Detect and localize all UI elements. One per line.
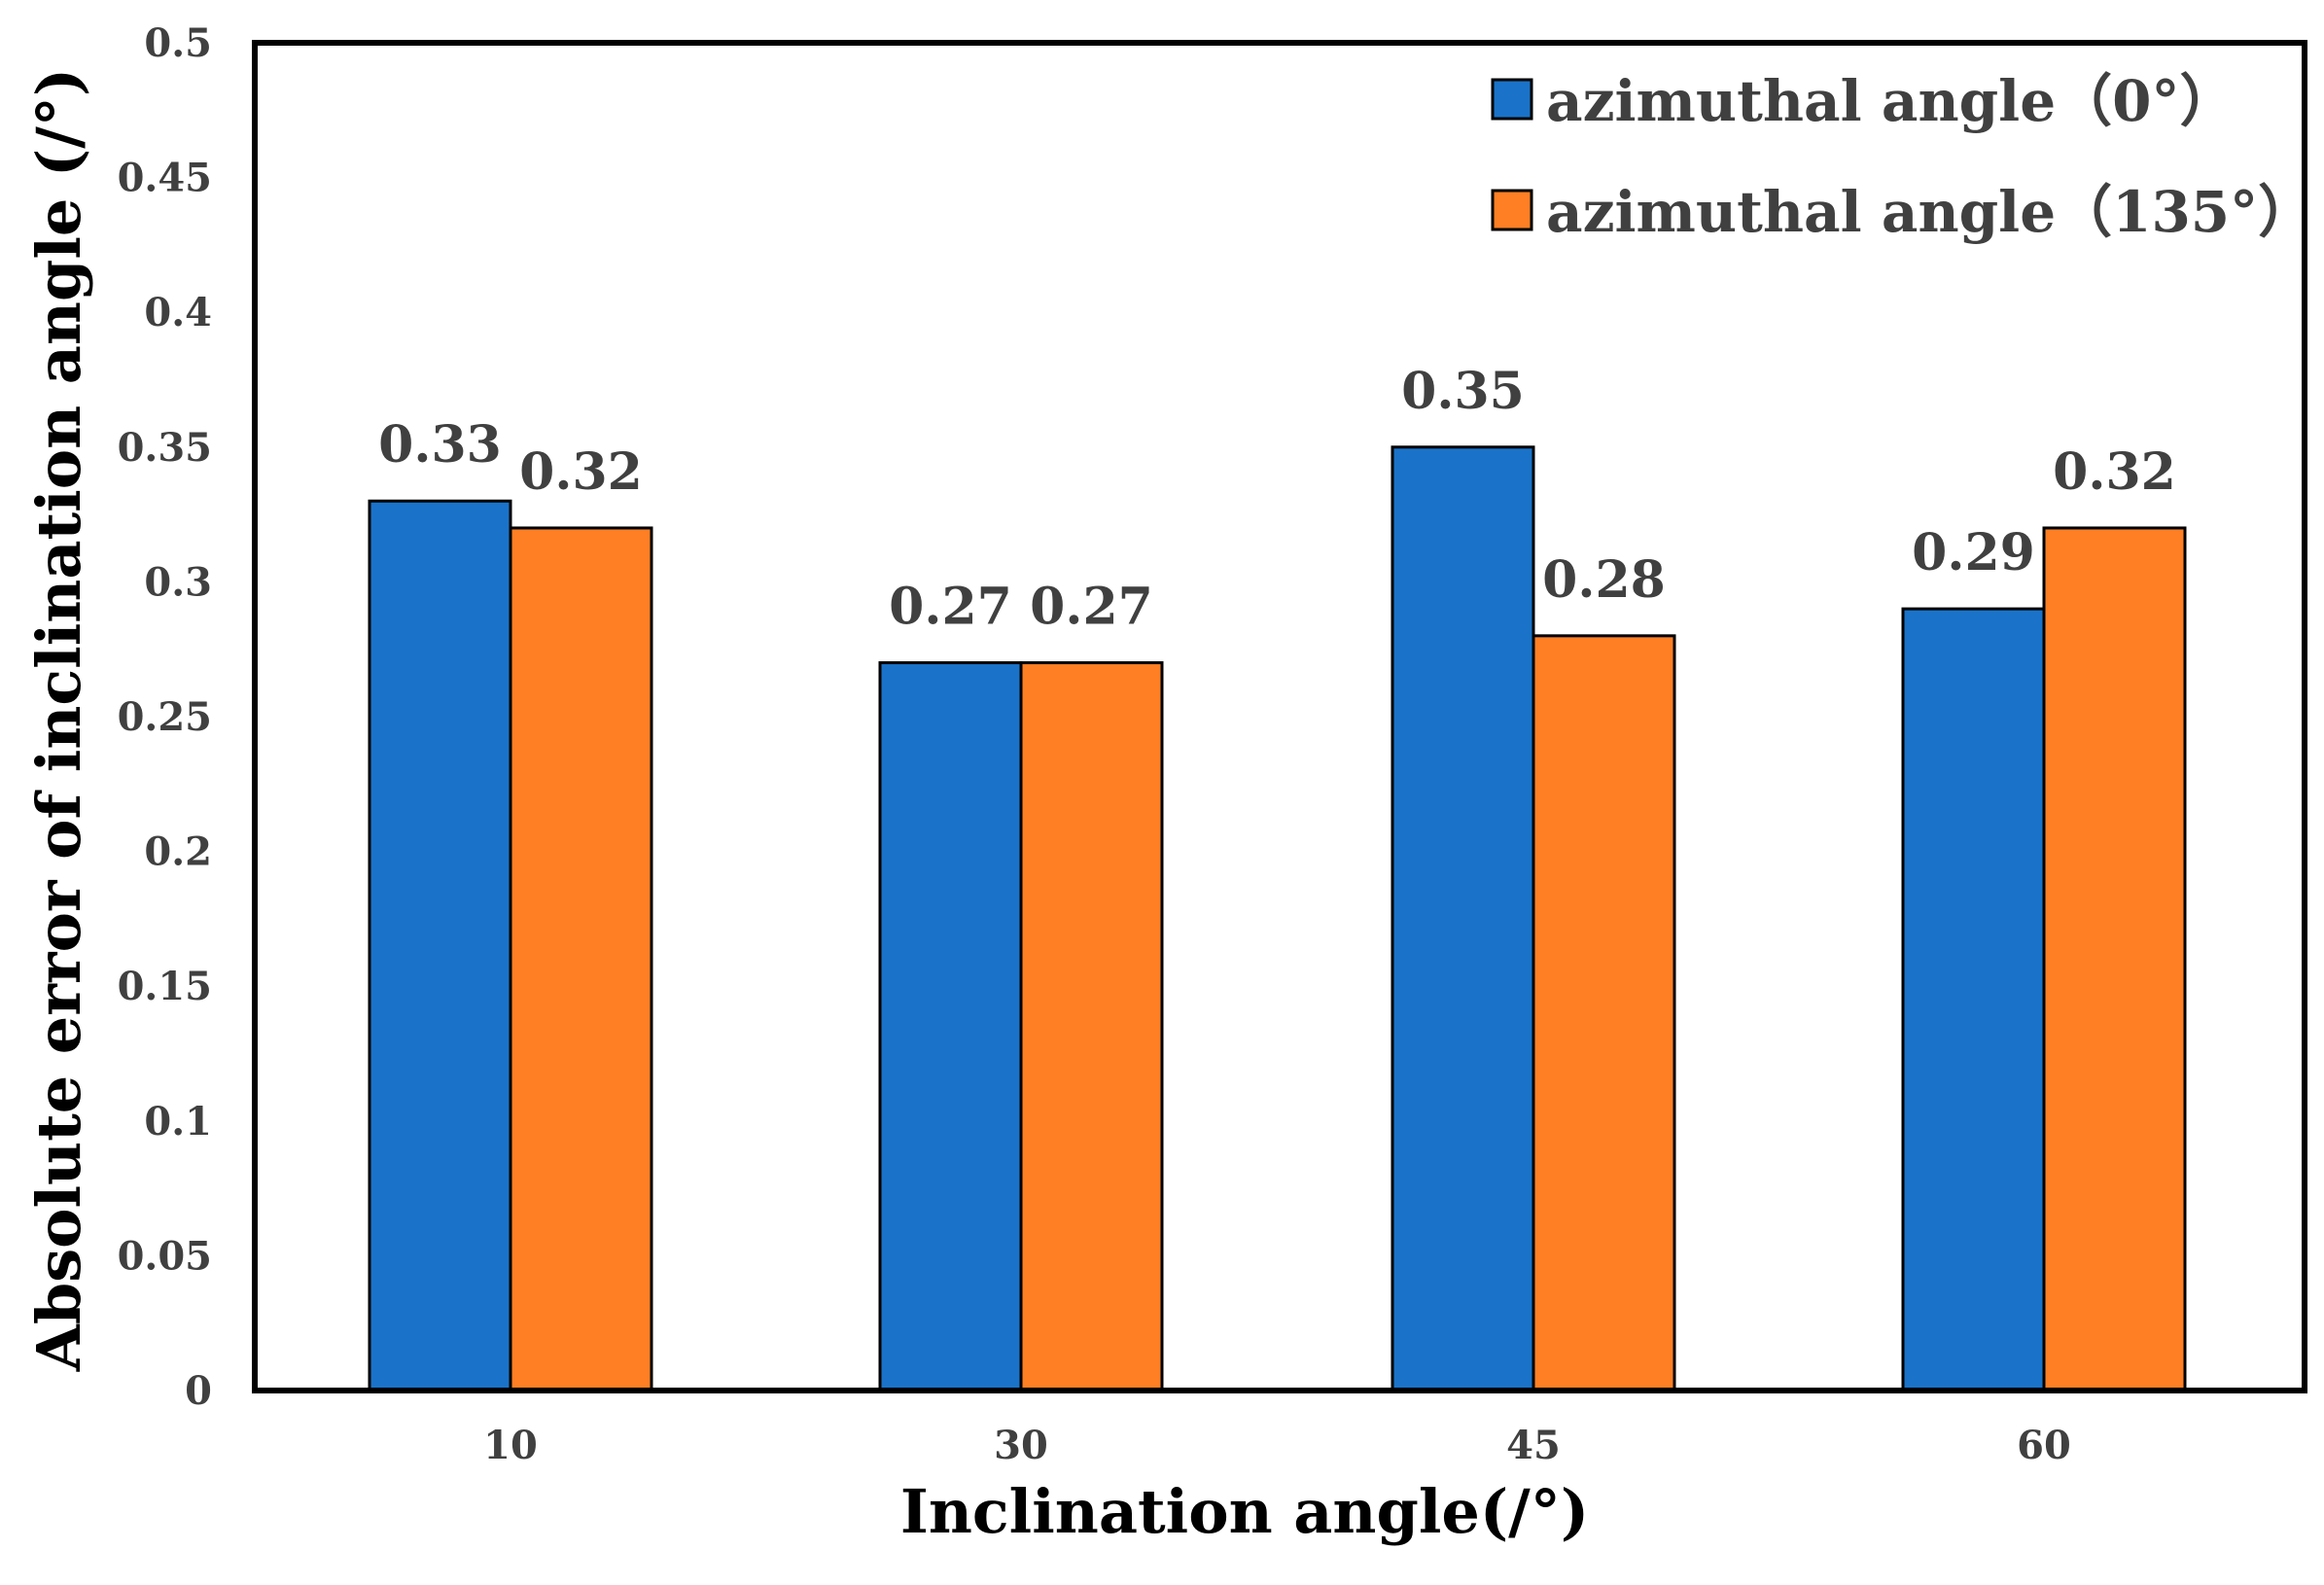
y-tick-label: 0 [185, 1368, 212, 1414]
bar-series-1 [1901, 607, 2046, 1392]
bars-layer [368, 445, 2187, 1392]
bar-series-2 [1532, 634, 1676, 1392]
y-tick-label: 0.05 [118, 1233, 212, 1279]
data-label: 0.28 [1542, 550, 1666, 610]
y-tick-label: 0.45 [118, 156, 212, 201]
data-label: 0.27 [1030, 578, 1153, 637]
x-tick-label: 45 [1506, 1423, 1561, 1468]
legend-swatch-series-1 [1491, 78, 1533, 121]
x-tick-label: 30 [994, 1423, 1048, 1468]
bar-series-1 [368, 499, 512, 1392]
data-label: 0.35 [1401, 362, 1525, 421]
bar-series-2 [509, 526, 653, 1392]
x-axis-title: Inclination angle(/°) [900, 1476, 1589, 1547]
legend: azimuthal angle（0°） azimuthal angle（135°… [1491, 68, 2314, 245]
y-tick-label: 0.4 [144, 290, 212, 335]
x-tick-labels: 10 30 45 60 [483, 1423, 2071, 1468]
y-tick-label: 0.2 [144, 829, 212, 875]
data-label: 0.32 [519, 442, 643, 502]
bar-series-2 [2042, 526, 2187, 1392]
data-label: 0.33 [378, 415, 502, 475]
bar-series-1 [878, 661, 1023, 1392]
y-axis-title: Absolute error of inclination angle (/°) [23, 68, 94, 1372]
y-tick-label: 0.15 [118, 964, 212, 1009]
bar-series-2 [1019, 661, 1164, 1392]
y-tick-label: 0.5 [144, 20, 212, 66]
y-tick-label: 0.25 [118, 694, 212, 740]
y-tick-label: 0.35 [118, 425, 212, 471]
y-tick-label: 0.3 [144, 559, 212, 605]
legend-swatch-series-2 [1491, 189, 1533, 231]
data-label: 0.27 [889, 578, 1012, 637]
plot-frame [252, 40, 2307, 1393]
data-label: 0.29 [1912, 523, 2035, 582]
legend-label-series-1: azimuthal angle（0°） [1546, 68, 2236, 134]
x-tick-label: 60 [2017, 1423, 2071, 1468]
x-tick-label: 10 [483, 1423, 538, 1468]
bar-series-1 [1391, 445, 1535, 1392]
y-tick-label: 0.1 [144, 1099, 212, 1145]
legend-label-series-2: azimuthal angle（135°） [1546, 179, 2314, 245]
data-labels: 0.33 0.32 0.27 0.27 0.35 0.28 0.29 0.32 [378, 362, 2176, 637]
data-label: 0.32 [2053, 442, 2176, 502]
y-tick-labels: 0 0.05 0.1 0.15 0.2 0.25 0.3 0.35 0.4 0.45 0.5 [118, 20, 212, 1414]
